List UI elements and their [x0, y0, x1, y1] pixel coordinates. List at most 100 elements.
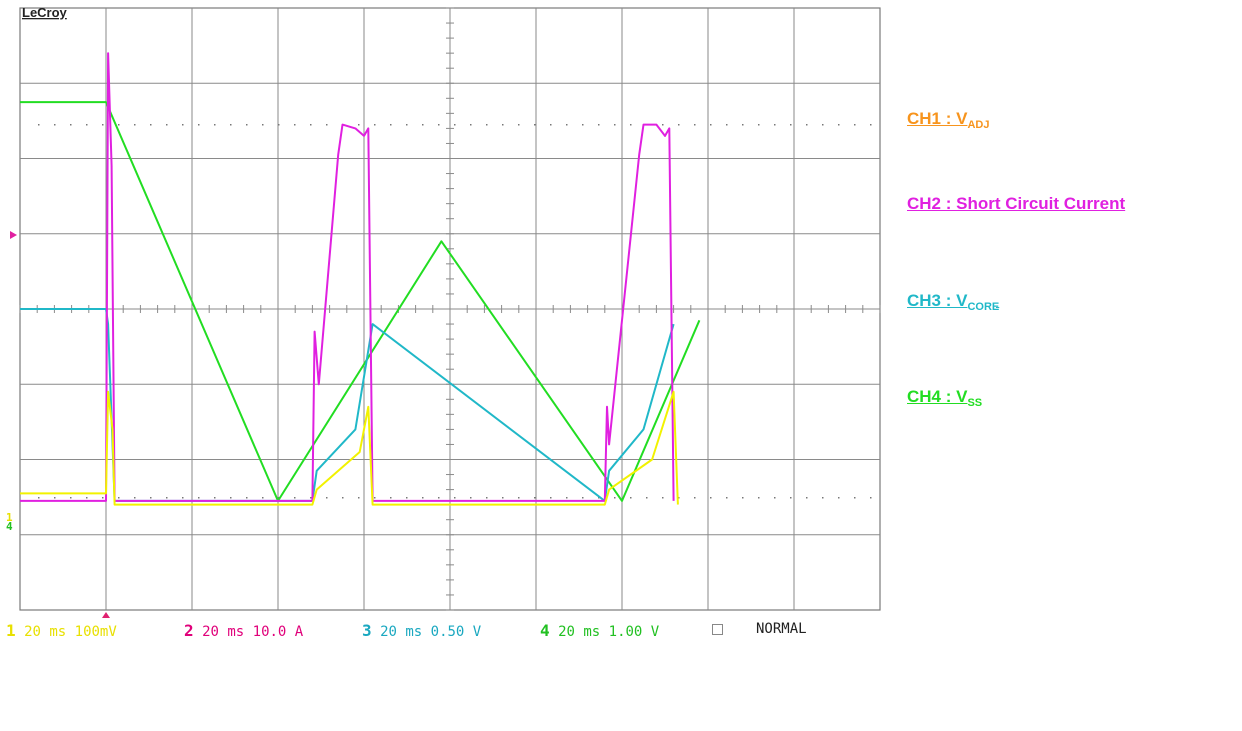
reference-dot: [390, 124, 392, 126]
oscilloscope-display: LeCroy 1 4: [6, 5, 881, 618]
reference-dot: [790, 124, 792, 126]
reference-dot: [278, 124, 280, 126]
reference-dot: [534, 124, 536, 126]
reference-dot: [166, 124, 168, 126]
legend-ch4-label: CH4 : V: [907, 387, 968, 406]
reference-dot: [822, 497, 824, 499]
reference-dot: [198, 497, 200, 499]
reference-dot: [246, 497, 248, 499]
ch1-ground-marker: 1: [6, 511, 13, 524]
reference-dot: [294, 124, 296, 126]
reference-dot: [230, 124, 232, 126]
reference-dot: [806, 124, 808, 126]
reference-dot: [182, 124, 184, 126]
trace-ch2: [20, 52, 675, 502]
trigger-marker: [102, 612, 110, 618]
reference-dot: [518, 497, 520, 499]
reference-dot: [310, 497, 312, 499]
reference-dot: [454, 497, 456, 499]
reference-dot: [438, 497, 440, 499]
reference-dot: [854, 497, 856, 499]
reference-dot: [614, 124, 616, 126]
reference-dot: [406, 497, 408, 499]
reference-dot: [486, 124, 488, 126]
ch2-scale: 20 ms 10.0 A: [193, 624, 304, 640]
reference-dot: [198, 124, 200, 126]
reference-dot: [774, 124, 776, 126]
reference-dot: [70, 497, 72, 499]
reference-dot: [678, 497, 680, 499]
reference-dot: [582, 124, 584, 126]
brand-logo: LeCroy: [22, 5, 68, 20]
reference-dot: [742, 124, 744, 126]
reference-dot: [134, 124, 136, 126]
reference-dot: [150, 497, 152, 499]
reference-dot: [54, 497, 56, 499]
ch3-number: 3: [362, 621, 372, 640]
reference-dot: [566, 124, 568, 126]
reference-dot: [566, 497, 568, 499]
ch4-number: 4: [540, 621, 550, 640]
trace-ch1: [20, 390, 679, 506]
reference-dot: [390, 497, 392, 499]
legend-ch4: CH4 : VSS: [907, 387, 982, 409]
reference-dot: [550, 124, 552, 126]
reference-dot: [342, 497, 344, 499]
legend-ch3-sub: CORE: [967, 301, 1000, 313]
trigger-mode: NORMAL: [756, 621, 807, 637]
reference-dot: [262, 124, 264, 126]
reference-dot: [102, 124, 104, 126]
acquisition-indicator-box: [712, 624, 723, 635]
reference-dot: [726, 497, 728, 499]
reference-dot: [710, 497, 712, 499]
reference-dot: [694, 497, 696, 499]
reference-dot: [166, 497, 168, 499]
legend-ch1-sub: ADJ: [967, 119, 990, 131]
ch3-scale: 20 ms 0.50 V: [371, 624, 482, 640]
legend-ch1-label: CH1 : V: [907, 109, 968, 128]
reference-dot: [662, 497, 664, 499]
reference-dot: [502, 497, 504, 499]
reference-dot: [278, 497, 280, 499]
reference-dot: [822, 124, 824, 126]
reference-dot: [70, 124, 72, 126]
reference-dot: [550, 497, 552, 499]
reference-dot: [726, 124, 728, 126]
reference-dot: [614, 497, 616, 499]
ch2-setting: 2 20 ms 10.0 A: [184, 621, 303, 640]
ch3-setting: 3 20 ms 0.50 V: [362, 621, 481, 640]
reference-dot: [502, 124, 504, 126]
reference-dot: [438, 124, 440, 126]
trace-ch3: [20, 308, 675, 502]
reference-dot: [582, 497, 584, 499]
reference-dot: [598, 497, 600, 499]
grid: [19, 7, 881, 611]
reference-dot: [838, 124, 840, 126]
reference-dot: [790, 497, 792, 499]
ch1-number: 1: [6, 621, 16, 640]
reference-dot: [454, 124, 456, 126]
reference-dot: [86, 124, 88, 126]
reference-dot: [406, 124, 408, 126]
reference-dot: [118, 497, 120, 499]
legend-ch4-sub: SS: [967, 397, 983, 409]
reference-dot: [630, 124, 632, 126]
ch2-offset-marker: [10, 231, 17, 239]
traces: [20, 52, 701, 506]
reference-dot: [518, 124, 520, 126]
reference-dot: [598, 124, 600, 126]
ch4-scale: 20 ms 1.00 V: [549, 624, 660, 640]
reference-dot: [326, 124, 328, 126]
legend-ch1: CH1 : VADJ: [907, 109, 989, 131]
legend-ch2-label: CH2 : Short Circuit Current: [907, 194, 1126, 213]
ch4-ground-marker: 4: [6, 520, 13, 533]
reference-dot: [486, 497, 488, 499]
reference-dot: [182, 497, 184, 499]
reference-dot: [806, 497, 808, 499]
reference-dot: [214, 497, 216, 499]
reference-dot: [294, 497, 296, 499]
reference-dot: [358, 497, 360, 499]
reference-dot: [678, 124, 680, 126]
legend-ch3: CH3 : VCORE: [907, 291, 999, 313]
trace-ch4: [20, 101, 701, 502]
